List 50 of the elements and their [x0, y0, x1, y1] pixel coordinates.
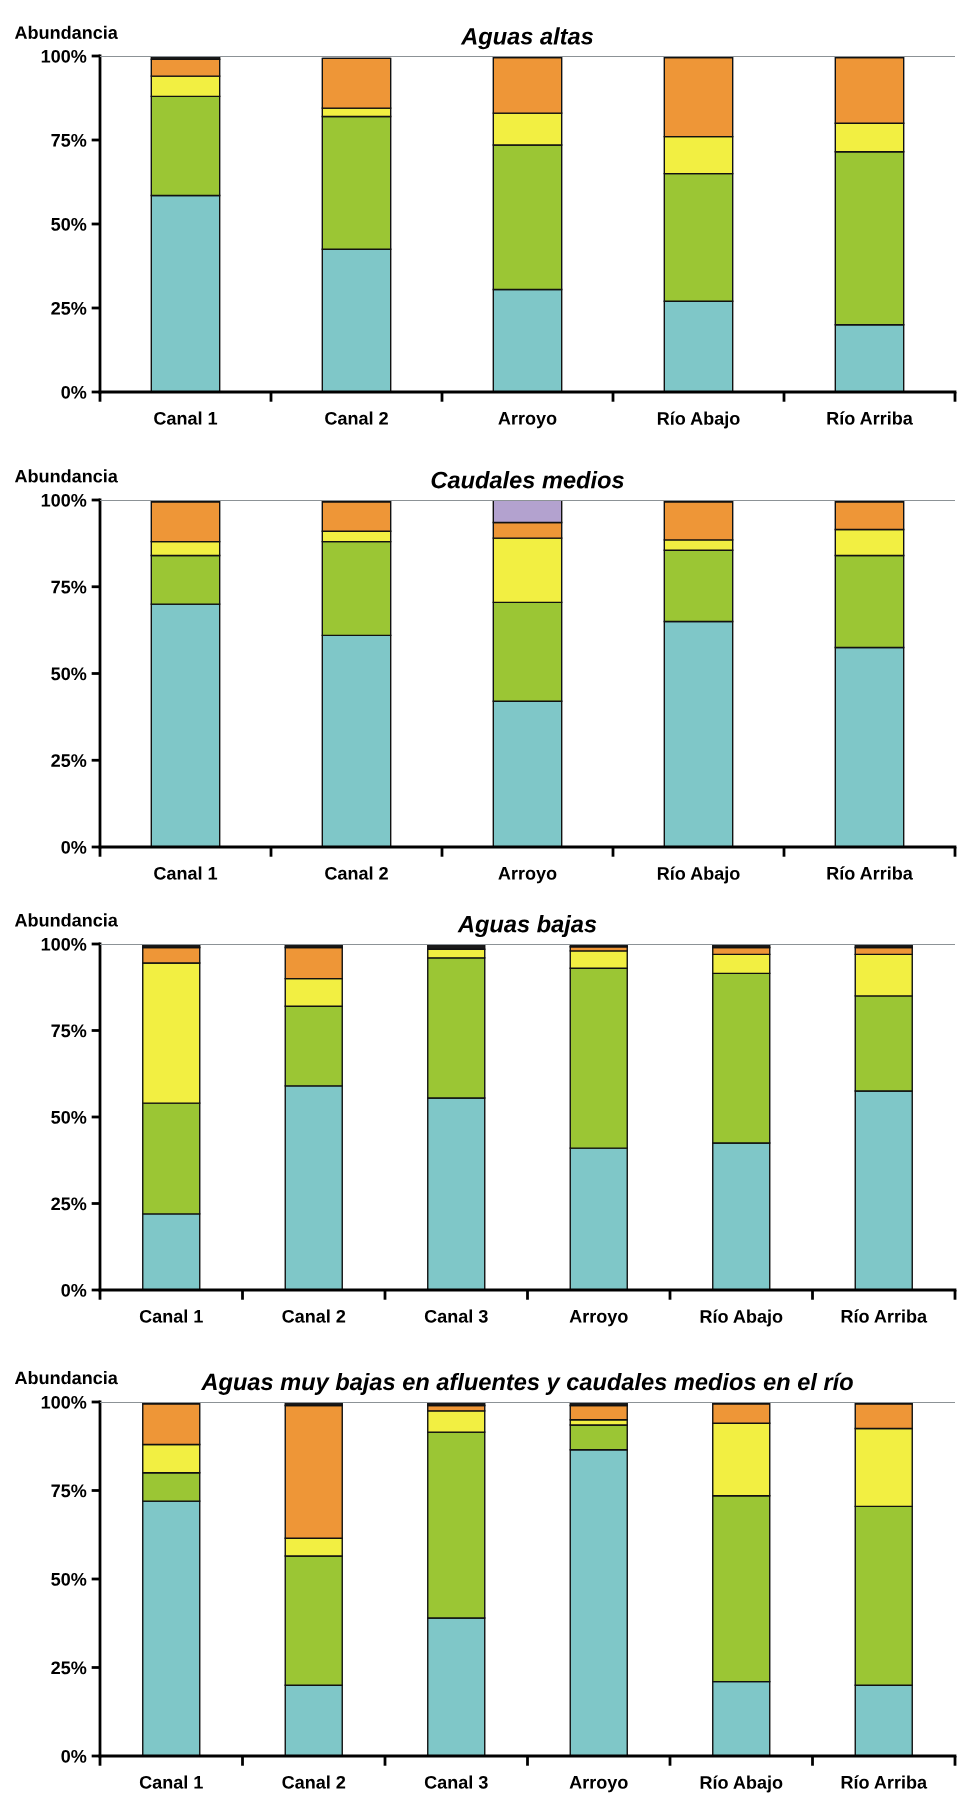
y-tick-label: 25%	[51, 754, 87, 767]
y-tick-label: 25%	[51, 1197, 87, 1211]
chart-title: Aguas bajas	[457, 915, 597, 938]
x-tick-label: Canal 3	[424, 1309, 488, 1323]
x-tick-label: Río Arriba	[827, 866, 913, 880]
y-tick-label: 25%	[51, 1661, 87, 1675]
y-tick-label: 100%	[41, 937, 87, 951]
y-tick-label: 50%	[51, 667, 87, 681]
x-tick-label: Río Arriba	[827, 411, 913, 425]
chart-title: Caudales medios	[431, 471, 624, 489]
y-tick-label: 0%	[61, 385, 87, 399]
x-tick-label: Canal 2	[282, 1309, 346, 1323]
x-tick-label: Canal 1	[154, 411, 218, 425]
y-tick-label: 50%	[51, 1572, 87, 1586]
x-tick-label: Canal 2	[325, 411, 388, 425]
x-tick-label: Canal 3	[424, 1775, 488, 1789]
y-axis-title: Abundancia	[14, 25, 118, 39]
x-tick-label: Arroyo	[498, 412, 557, 429]
x-tick-label: Canal 2	[325, 866, 388, 880]
y-tick-label: 100%	[41, 493, 87, 507]
y-axis-title: Abundancia	[14, 469, 118, 483]
x-tick-label: Canal 1	[154, 866, 218, 880]
y-tick-label: 75%	[51, 1024, 87, 1038]
y-axis-title: Abundancia	[14, 913, 118, 927]
x-tick-label: Canal 1	[139, 1775, 203, 1789]
y-tick-label: 75%	[51, 133, 87, 147]
x-tick-label: Río Abajo	[700, 1775, 783, 1793]
x-tick-label: Río Arriba	[841, 1775, 928, 1789]
x-tick-label: Arroyo	[498, 867, 557, 884]
y-tick-label: 50%	[51, 217, 87, 231]
y-tick-label: 75%	[51, 1484, 87, 1498]
y-tick-label: 0%	[61, 840, 87, 854]
chart-title: Aguas muy bajas en afluentes y caudales medios en el río	[200, 1372, 853, 1395]
x-tick-label: Río Arriba	[841, 1309, 928, 1323]
x-tick-label: Río Abajo	[700, 1309, 783, 1327]
chart-title: Aguas altas	[460, 27, 593, 50]
y-tick-label: 100%	[41, 49, 87, 63]
y-tick-label: 75%	[51, 580, 87, 594]
x-tick-label: Arroyo	[569, 1776, 628, 1793]
y-tick-label: 0%	[61, 1749, 87, 1763]
y-axis-title: Abundancia	[14, 1371, 118, 1385]
x-tick-label: Río Abajo	[657, 411, 740, 429]
y-tick-label: 0%	[61, 1283, 87, 1297]
y-tick-label: 100%	[41, 1395, 87, 1409]
x-tick-label: Río Abajo	[657, 866, 740, 884]
y-tick-label: 25%	[51, 301, 87, 315]
x-tick-label: Arroyo	[569, 1310, 628, 1327]
y-tick-label: 50%	[51, 1110, 87, 1124]
x-tick-label: Canal 2	[282, 1775, 346, 1789]
x-tick-label: Canal 1	[139, 1309, 203, 1323]
